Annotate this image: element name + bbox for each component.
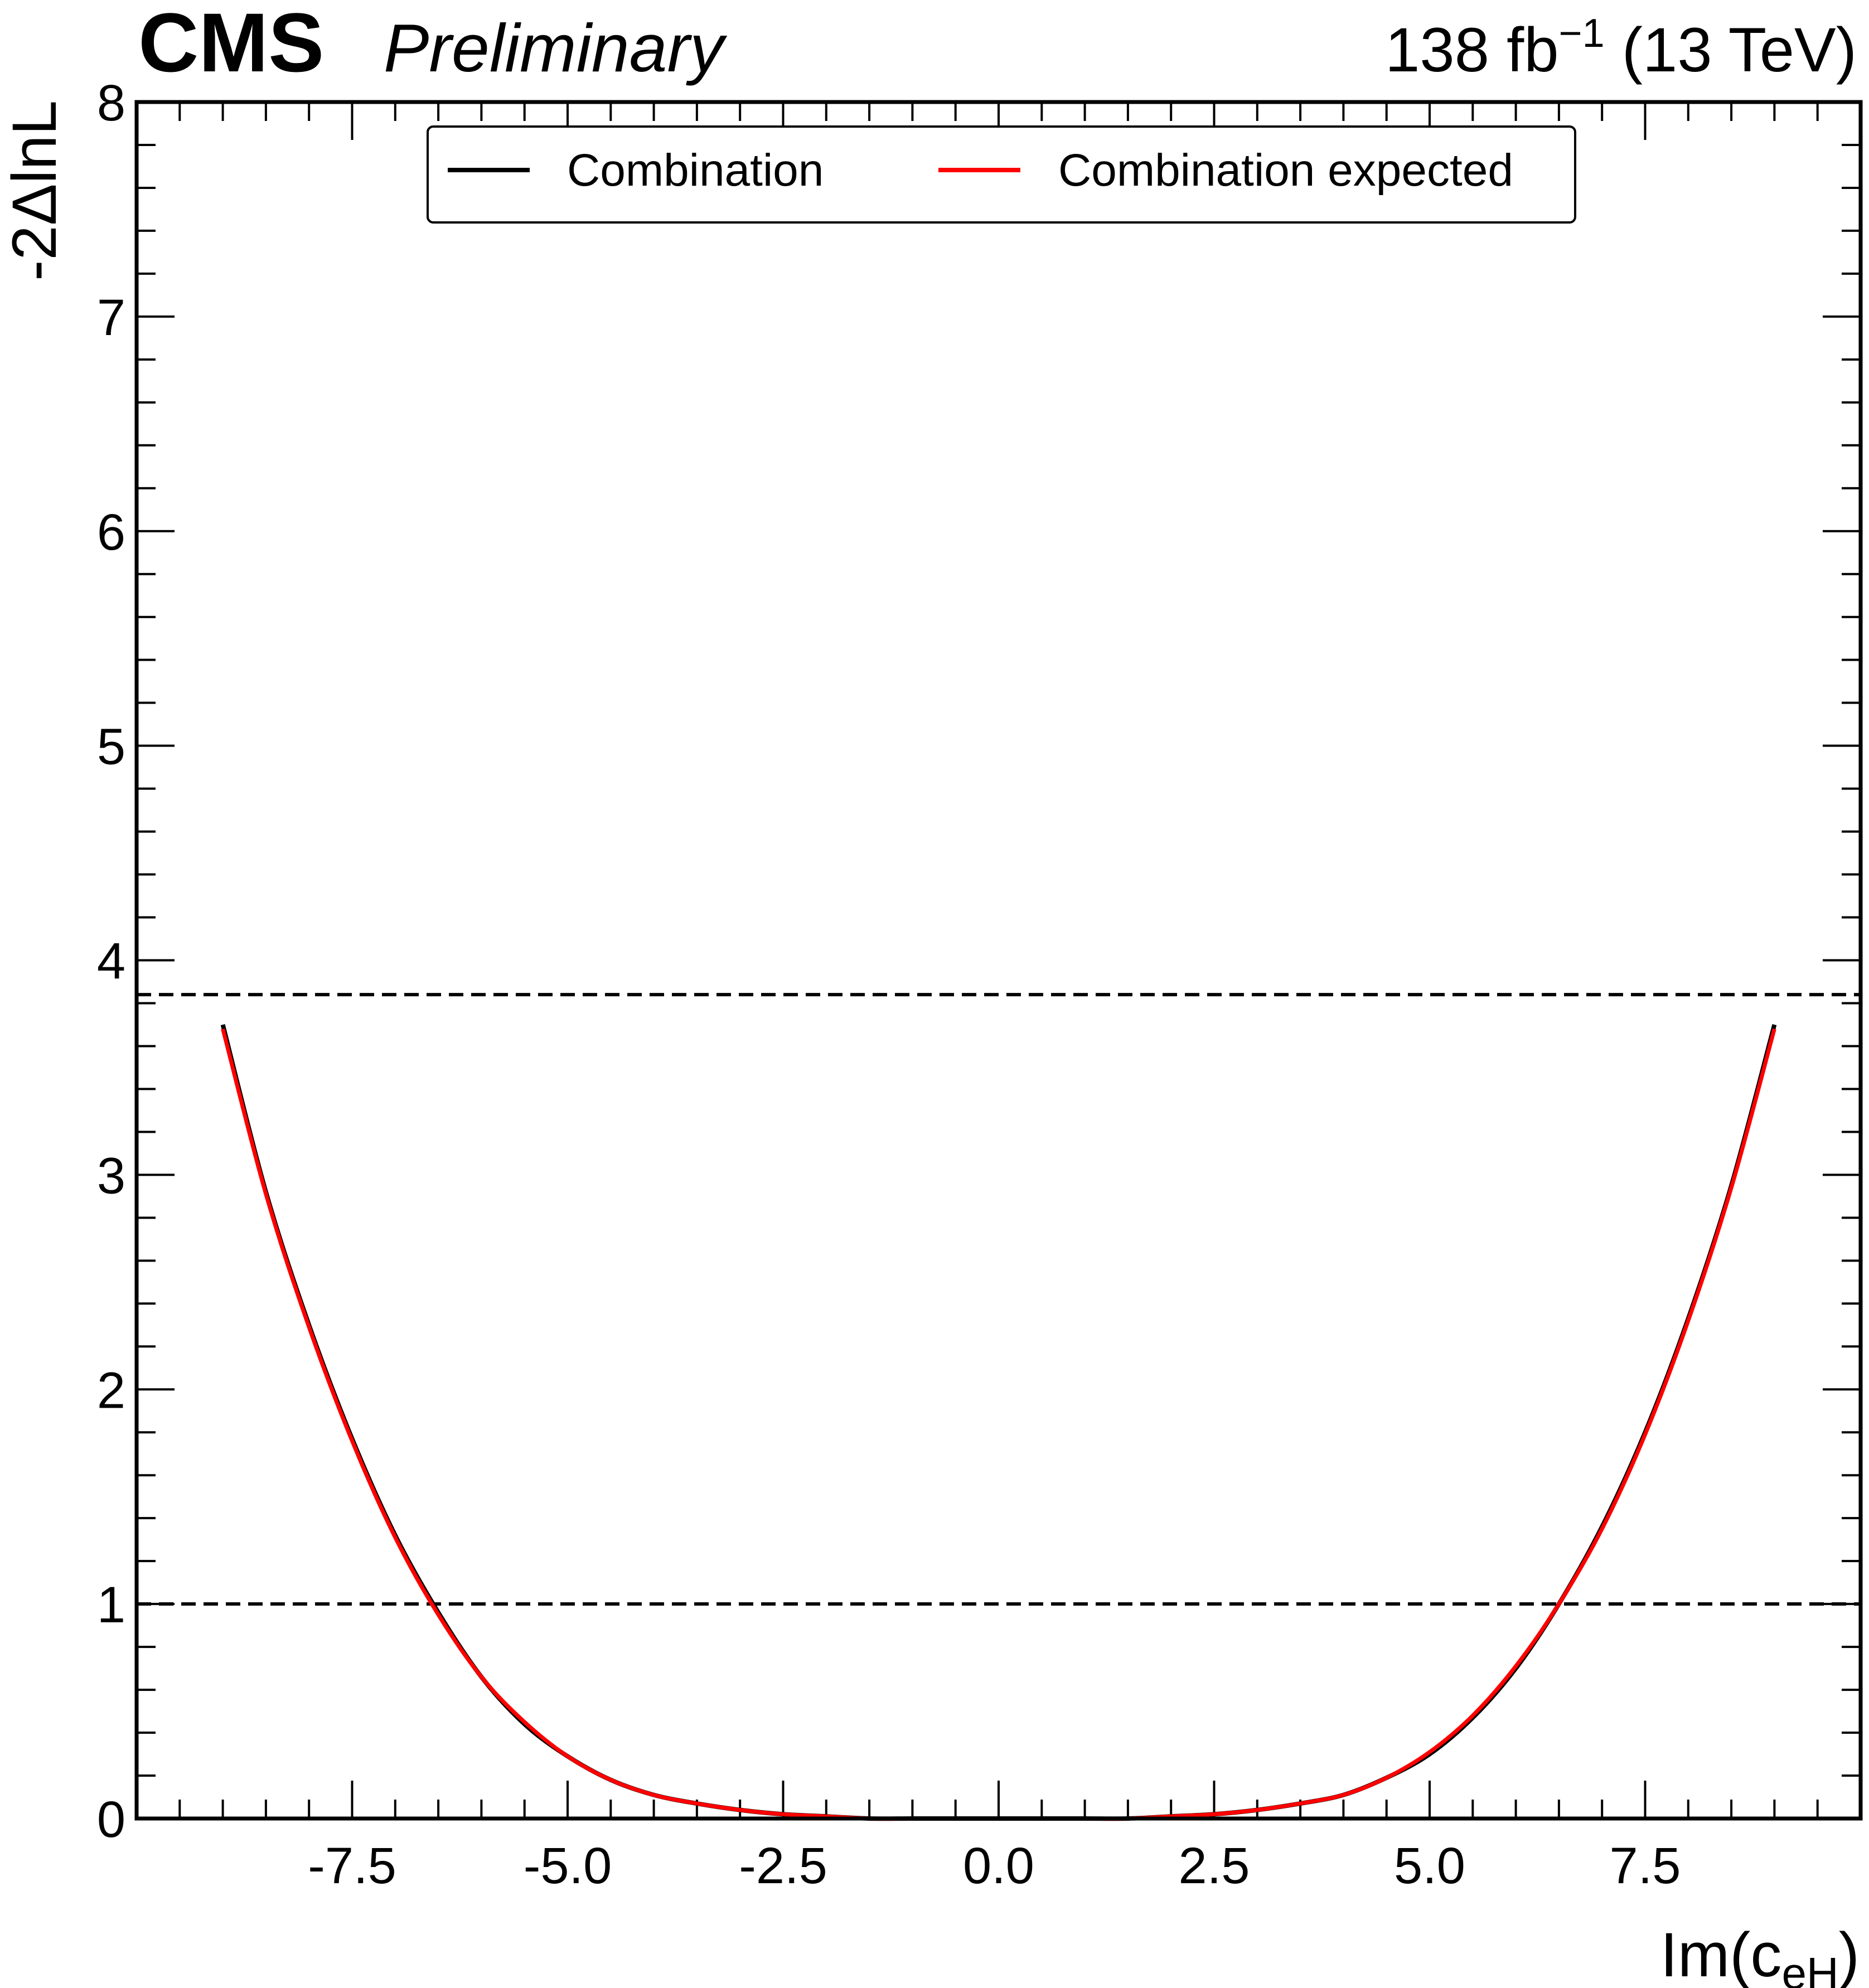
legend-box [427, 125, 1576, 224]
legend: Combination Combination expected [427, 125, 1576, 224]
legend-label-combination: Combination [567, 145, 824, 196]
y-axis-title: -2ΔlnL [0, 100, 69, 281]
series-line-combination-expected [221, 1028, 1776, 1821]
y-tick-label: 7 [97, 289, 125, 346]
x-tick-label: 2.5 [1179, 1837, 1250, 1894]
series-line-combination [220, 1024, 1777, 1821]
y-tick-label: 0 [97, 1791, 125, 1848]
y-tick-label: 6 [97, 504, 125, 561]
luminosity-suffix: (13 TeV) [1605, 15, 1857, 85]
plot-frame [134, 100, 1863, 1821]
luminosity-exponent: −1 [1559, 11, 1605, 56]
y-tick-labels: 0 1 2 3 4 5 6 7 8 [97, 75, 125, 1848]
x-axis-title-subscript: eH [1781, 1948, 1838, 1988]
axis-ticks [137, 101, 1861, 1820]
x-axis-title-main: Im(c [1660, 1920, 1782, 1988]
y-tick-label: 8 [97, 75, 125, 132]
reference-lines [137, 993, 1861, 1606]
x-axis-title-close: ) [1839, 1920, 1860, 1988]
y-tick-label: 3 [97, 1147, 125, 1204]
status-label: Preliminary [384, 10, 728, 86]
x-tick-label: -5.0 [524, 1837, 612, 1894]
x-tick-label: -2.5 [739, 1837, 827, 1894]
y-tick-label: 1 [97, 1577, 125, 1633]
luminosity-label: 138 fb−1 (13 TeV) [1385, 11, 1857, 85]
y-tick-label: 4 [97, 933, 125, 990]
x-axis-title: Im(ceH) [1660, 1920, 1860, 1988]
x-tick-label: -7.5 [308, 1837, 396, 1894]
y-tick-label: 5 [97, 719, 125, 775]
x-tick-label: 5.0 [1394, 1837, 1465, 1894]
x-tick-labels: -7.5 -5.0 -2.5 0.0 2.5 5.0 7.5 [308, 1837, 1681, 1894]
y-tick-label: 2 [97, 1362, 125, 1419]
experiment-label: CMS [138, 0, 324, 89]
luminosity-prefix: 138 fb [1385, 15, 1558, 85]
legend-label-combination-expected: Combination expected [1058, 145, 1513, 196]
x-tick-label: 7.5 [1610, 1837, 1681, 1894]
x-tick-label: 0.0 [963, 1837, 1034, 1894]
series-curves [220, 1024, 1777, 1821]
